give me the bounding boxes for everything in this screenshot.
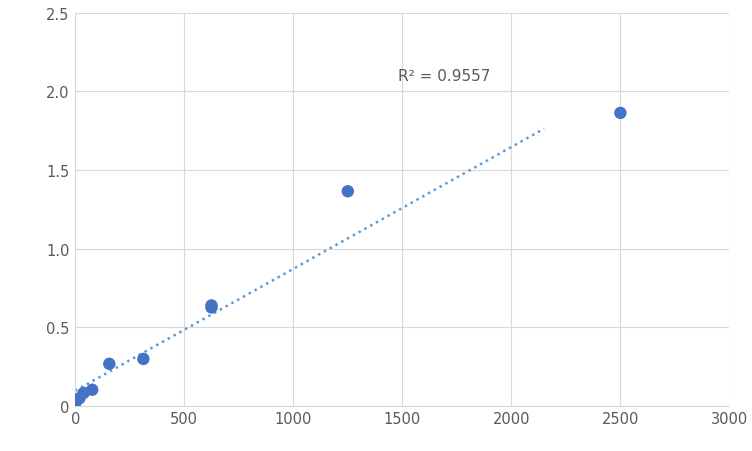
- Point: [138, 355, 150, 363]
- Point: [205, 302, 217, 309]
- Point: [74, 395, 86, 402]
- Point: [341, 188, 353, 195]
- Point: [205, 304, 217, 311]
- Text: R² = 0.9557: R² = 0.9557: [398, 69, 490, 84]
- Point: [77, 389, 89, 396]
- Point: [69, 400, 81, 407]
- Point: [86, 387, 99, 394]
- Point: [614, 110, 626, 117]
- Point: [103, 360, 115, 368]
